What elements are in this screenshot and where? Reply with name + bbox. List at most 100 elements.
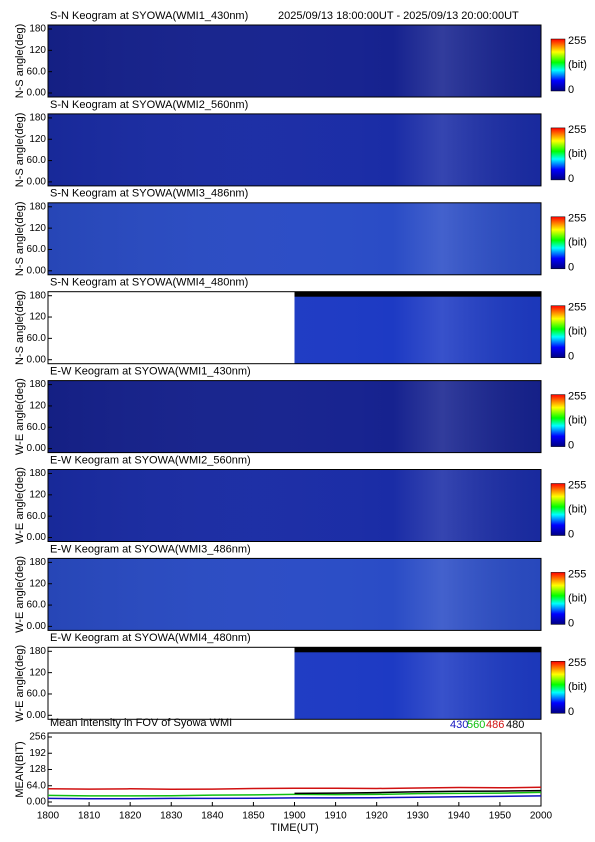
y-tick-label: 192 — [29, 748, 46, 759]
y-tick-label: 0.00 — [27, 621, 47, 632]
colorbar-max: 255 — [568, 657, 586, 669]
legend-entry: 560 — [467, 719, 485, 731]
y-axis-label: W-E angle(deg) — [14, 645, 26, 722]
keogram-edge — [294, 647, 541, 653]
colorbar-min: 0 — [568, 706, 574, 718]
y-tick-label: 60.0 — [27, 66, 47, 77]
panel-title: S-N Keogram at SYOWA(WMI1_430nm) — [50, 10, 248, 22]
x-tick-label: 1950 — [489, 811, 512, 822]
colorbar-max: 255 — [568, 302, 586, 314]
y-axis-label: W-E angle(deg) — [14, 556, 26, 633]
y-axis-label: N-S angle(deg) — [14, 290, 26, 365]
colorbar — [550, 38, 566, 92]
colorbar-min: 0 — [568, 617, 574, 629]
y-axis-label: N-S angle(deg) — [14, 202, 26, 277]
y-tick-label: 180 — [29, 113, 46, 124]
plot-frame — [47, 646, 542, 720]
x-tick-label: 1820 — [119, 811, 142, 822]
colorbar-max: 255 — [568, 124, 586, 136]
plot-frame — [47, 291, 542, 365]
y-tick-label: 60.0 — [27, 422, 47, 433]
colorbar — [550, 572, 566, 625]
legend-entry: 486 — [486, 719, 504, 731]
colorbar-unit: (bit) — [568, 148, 587, 160]
colorbar-min: 0 — [568, 351, 574, 363]
y-tick-label: 0.00 — [27, 88, 47, 99]
keogram-shade — [48, 202, 541, 275]
x-tick-label: 1900 — [283, 811, 306, 822]
colorbar — [550, 305, 566, 358]
y-tick-label: 120 — [29, 312, 46, 323]
colorbar-max: 255 — [568, 479, 586, 491]
colorbar-max: 255 — [568, 391, 586, 403]
panel-title: S-N Keogram at SYOWA(WMI3_486nm) — [50, 188, 248, 200]
y-tick-label: 120 — [29, 489, 46, 500]
plot-frame — [47, 202, 542, 276]
y-axis-label: N-S angle(deg) — [14, 24, 26, 99]
x-tick-label: 1830 — [160, 811, 183, 822]
panel-title: Mean intensity in FOV of Syowa WMI — [50, 717, 232, 729]
colorbar-max: 255 — [568, 213, 586, 225]
colorbar-unit: (bit) — [568, 503, 587, 515]
colorbar-unit: (bit) — [568, 326, 587, 338]
y-tick-label: 0.00 — [27, 710, 47, 721]
colorbar-min: 0 — [568, 440, 574, 452]
y-tick-label: 180 — [29, 646, 46, 657]
y-tick-label: 120 — [29, 578, 46, 589]
colorbar-min: 0 — [568, 528, 574, 540]
x-tick-label: 1910 — [324, 811, 347, 822]
plot-frame — [47, 24, 542, 98]
colorbar — [550, 394, 566, 447]
keogram-shade — [48, 558, 541, 631]
series-line — [47, 795, 542, 800]
x-tick-label: 1850 — [242, 811, 265, 822]
y-tick-label: 60.0 — [27, 155, 47, 166]
x-tick-label: 1840 — [201, 811, 224, 822]
panel-title: E-W Keogram at SYOWA(WMI4_480nm) — [50, 632, 251, 644]
colorbar-unit: (bit) — [568, 592, 587, 604]
x-tick-label: 1810 — [78, 811, 101, 822]
legend-entry: 430 — [450, 719, 468, 731]
panel-title: E-W Keogram at SYOWA(WMI3_486nm) — [50, 543, 251, 555]
y-tick-label: 60.0 — [27, 244, 47, 255]
y-tick-label: 180 — [29, 557, 46, 568]
legend-entry: 480 — [506, 719, 524, 731]
y-tick-label: 120 — [29, 401, 46, 412]
keogram-shade — [48, 25, 541, 97]
plot-frame — [47, 557, 542, 631]
y-tick-label: 64.0 — [27, 780, 47, 791]
colorbar-unit: (bit) — [568, 59, 587, 71]
y-tick-label: 180 — [29, 468, 46, 479]
keogram-shade — [48, 113, 541, 186]
colorbar-unit: (bit) — [568, 681, 587, 693]
y-tick-label: 120 — [29, 134, 46, 145]
y-axis-label: N-S angle(deg) — [14, 113, 26, 188]
series-line — [294, 789, 542, 795]
y-tick-label: 120 — [29, 223, 46, 234]
y-tick-label: 256 — [29, 732, 46, 743]
plot-frame — [47, 380, 542, 454]
x-tick-label: 2000 — [530, 811, 553, 822]
series-line — [47, 786, 542, 791]
x-tick-label: 1930 — [407, 811, 430, 822]
y-tick-label: 60.0 — [27, 333, 47, 344]
y-tick-label: 0.00 — [27, 265, 47, 276]
panel-subtitle: 2025/09/13 18:00:00UT - 2025/09/13 20:00… — [278, 10, 519, 22]
x-tick-label: 1920 — [366, 811, 389, 822]
y-tick-label: 120 — [29, 667, 46, 678]
y-tick-label: 180 — [29, 201, 46, 212]
panel-title: E-W Keogram at SYOWA(WMI2_560nm) — [50, 454, 251, 466]
y-tick-label: 180 — [29, 290, 46, 301]
colorbar — [550, 216, 566, 270]
colorbar-min: 0 — [568, 262, 574, 274]
no-data-area — [48, 291, 295, 364]
x-tick-label: 1800 — [37, 811, 60, 822]
y-axis-label: W-E angle(deg) — [14, 467, 26, 544]
y-tick-label: 180 — [29, 379, 46, 390]
y-tick-label: 0.00 — [27, 532, 47, 543]
plot-frame — [47, 469, 542, 542]
panel-title: S-N Keogram at SYOWA(WMI2_560nm) — [50, 99, 248, 111]
colorbar-max: 255 — [568, 35, 586, 47]
panel-title: E-W Keogram at SYOWA(WMI1_430nm) — [50, 366, 251, 378]
